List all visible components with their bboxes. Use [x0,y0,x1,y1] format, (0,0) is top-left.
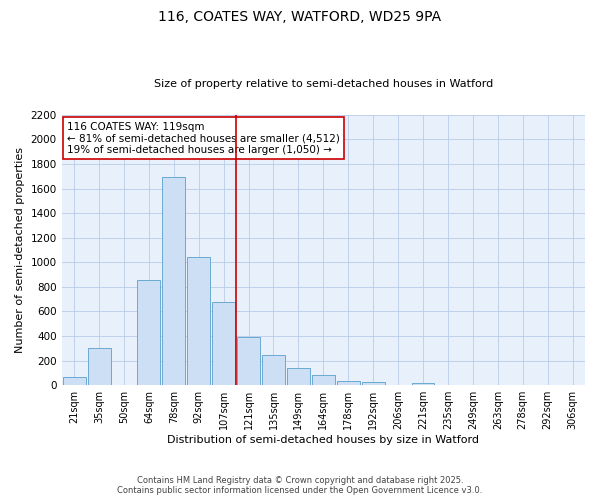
Bar [337,381,360,385]
Text: Contains HM Land Registry data © Crown copyright and database right 2025.
Contai: Contains HM Land Registry data © Crown c… [118,476,482,495]
Bar [561,384,584,385]
Bar [187,258,210,385]
Y-axis label: Number of semi-detached properties: Number of semi-detached properties [15,147,25,353]
Bar [287,368,310,385]
Bar [163,178,185,385]
Bar [461,384,484,385]
Bar [237,336,260,385]
Bar [487,384,509,385]
X-axis label: Distribution of semi-detached houses by size in Watford: Distribution of semi-detached houses by … [167,435,479,445]
Bar [62,376,86,385]
Bar [362,382,385,385]
Bar [262,355,285,385]
Bar [88,348,110,385]
Bar [312,376,335,385]
Title: Size of property relative to semi-detached houses in Watford: Size of property relative to semi-detach… [154,79,493,89]
Bar [137,280,160,385]
Bar [436,384,460,385]
Bar [536,384,559,385]
Text: 116, COATES WAY, WATFORD, WD25 9PA: 116, COATES WAY, WATFORD, WD25 9PA [158,10,442,24]
Bar [412,382,434,385]
Bar [386,384,410,385]
Bar [212,302,235,385]
Text: 116 COATES WAY: 119sqm
← 81% of semi-detached houses are smaller (4,512)
19% of : 116 COATES WAY: 119sqm ← 81% of semi-det… [67,122,340,154]
